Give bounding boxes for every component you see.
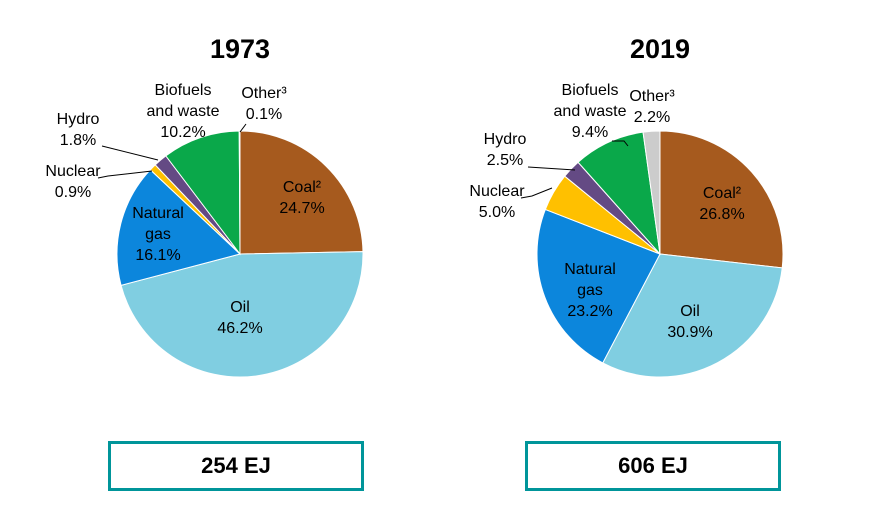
pie-slice-biofuels-and-waste — [165, 130, 241, 256]
total-energy-box-2019: 606 EJ — [525, 441, 781, 491]
slice-name: Hydro — [484, 131, 527, 148]
slice-name: gas — [145, 226, 171, 243]
pie-slice-natural-gas — [116, 169, 242, 286]
slice-value: 1.8% — [60, 132, 96, 149]
slice-value: 16.1% — [135, 247, 180, 264]
slice-label-hydro: Hydro 2.5% — [484, 131, 527, 169]
slice-name: Nuclear — [469, 183, 525, 200]
pie-slice-other- — [238, 130, 241, 255]
slice-name: Natural — [564, 261, 616, 278]
slice-name: Biofuels — [155, 82, 212, 99]
pie-slice-oil — [120, 251, 364, 378]
slice-name: Hydro — [57, 111, 100, 128]
pie-slice-oil — [602, 253, 783, 378]
leader-line-nuclear — [520, 187, 553, 199]
slice-value: 24.7% — [279, 200, 324, 217]
slice-name: Biofuels — [562, 82, 619, 99]
slice-value: 10.2% — [160, 124, 205, 141]
slice-name: and waste — [554, 103, 627, 120]
slice-value: 2.5% — [487, 152, 523, 169]
leader-line-other- — [239, 123, 247, 133]
slice-name: Coal² — [283, 179, 322, 196]
slice-name: Natural — [132, 205, 184, 222]
pie-slice-natural-gas — [536, 208, 661, 364]
slice-label-nuclear: Nuclear 0.9% — [45, 163, 101, 201]
leader-line-nuclear — [97, 170, 153, 179]
slice-name: Oil — [230, 299, 250, 316]
slice-label-hydro: Hydro 1.8% — [57, 111, 100, 149]
slice-name: Nuclear — [45, 163, 101, 180]
pie-slice-coal- — [659, 130, 784, 269]
slice-name: gas — [577, 282, 603, 299]
leader-line-biofuels-and-waste — [612, 140, 629, 147]
slice-value: 0.9% — [55, 184, 91, 201]
slice-label-coal-: Coal² 24.7% — [279, 179, 324, 217]
slice-label-natural-gas: Natural gas 16.1% — [132, 205, 184, 264]
slice-name: Other³ — [629, 88, 675, 105]
chart-title-1973: 1973 — [210, 34, 270, 64]
pie-slice-other- — [642, 130, 661, 255]
chart-title-2019: 2019 — [630, 34, 690, 64]
slice-value: 9.4% — [572, 124, 608, 141]
slice-name: and waste — [147, 103, 220, 120]
slice-label-other-: Other³ 0.1% — [241, 85, 287, 123]
slice-label-oil: Oil 30.9% — [667, 303, 712, 341]
leader-line-hydro — [527, 166, 576, 171]
slice-value: 0.1% — [246, 106, 282, 123]
slice-value: 23.2% — [567, 303, 612, 320]
slice-name: Other³ — [241, 85, 287, 102]
slice-value: 46.2% — [217, 320, 262, 337]
slice-label-biofuels-and-waste: Biofuels and waste 10.2% — [147, 82, 220, 141]
slice-label-oil: Oil 46.2% — [217, 299, 262, 337]
slice-value: 5.0% — [479, 204, 515, 221]
slice-value: 30.9% — [667, 324, 712, 341]
slice-name: Coal² — [703, 185, 742, 202]
slice-name: Oil — [680, 303, 700, 320]
total-energy-box-1973: 254 EJ — [108, 441, 364, 491]
slice-label-coal-: Coal² 26.8% — [699, 185, 744, 223]
leader-line-hydro — [101, 145, 159, 161]
pie-slice-coal- — [239, 130, 364, 255]
slice-value: 2.2% — [634, 109, 670, 126]
slice-label-natural-gas: Natural gas 23.2% — [564, 261, 616, 320]
slice-label-biofuels-and-waste: Biofuels and waste 9.4% — [554, 82, 627, 141]
slice-value: 26.8% — [699, 206, 744, 223]
slice-label-nuclear: Nuclear 5.0% — [469, 183, 525, 221]
slice-label-other-: Other³ 2.2% — [629, 88, 675, 126]
